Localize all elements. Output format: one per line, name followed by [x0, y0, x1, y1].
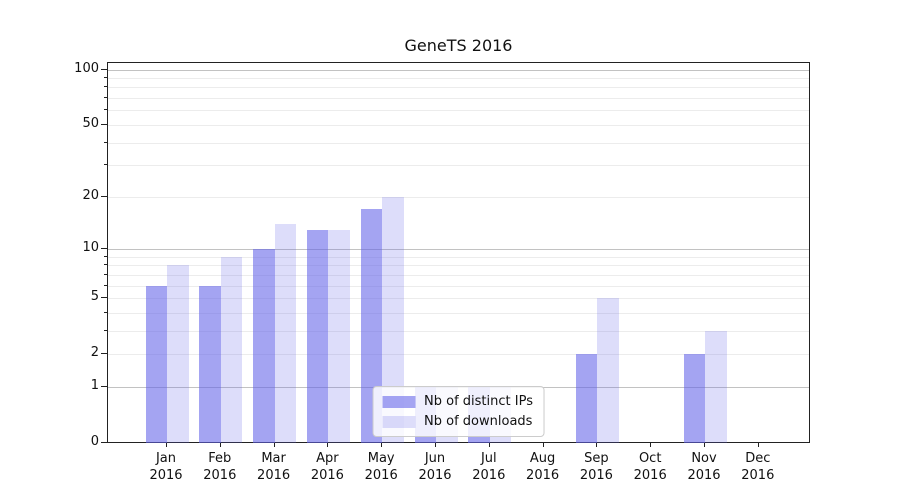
- y-minortick-40: [104, 141, 107, 143]
- y-minortick-6: [104, 284, 107, 286]
- y-minortick-60: [104, 109, 107, 111]
- y-tick-label-20: 20: [82, 187, 99, 203]
- y-minortick-70: [104, 97, 107, 99]
- x-tick-sep-2016: [596, 443, 598, 447]
- x-tick-label-mar-2016: Mar 2016: [257, 451, 291, 483]
- x-tick-jul-2016: [488, 443, 490, 447]
- x-tick-dec-2016: [757, 443, 759, 447]
- x-tick-jun-2016: [435, 443, 436, 447]
- chart-title: GeneTS 2016: [404, 36, 513, 55]
- y-minortick-30: [104, 164, 107, 166]
- y-tick-0: [101, 442, 107, 443]
- bar-nb-of-distinct-ips-may-2016: [360, 209, 383, 443]
- x-tick-label-jul-2016: Jul 2016: [472, 451, 506, 483]
- gridline-minor-6: [108, 285, 809, 287]
- gridline-major-100: [108, 69, 809, 71]
- gridline-minor-9: [108, 256, 809, 258]
- gridline-minor-60: [108, 110, 809, 112]
- gridline-minor-4: [108, 312, 809, 314]
- legend-label-downloads: Nb of downloads: [424, 414, 533, 429]
- bar-nb-of-downloads-nov-2016: [705, 330, 727, 443]
- legend-swatch-distinct-ips: [382, 395, 416, 408]
- x-tick-feb-2016: [219, 443, 221, 447]
- y-tick-2: [101, 353, 107, 355]
- y-tick-1: [101, 385, 107, 387]
- legend: Nb of distinct IPs Nb of downloads: [372, 386, 545, 437]
- y-minortick-4: [104, 311, 107, 313]
- legend-item-downloads: Nb of downloads: [382, 414, 533, 429]
- bar-nb-of-distinct-ips-nov-2016: [683, 354, 705, 443]
- x-tick-label-feb-2016: Feb 2016: [203, 451, 237, 483]
- y-tick-label-1: 1: [90, 377, 99, 393]
- bar-nb-of-downloads-sep-2016: [597, 298, 619, 443]
- x-tick-label-aug-2016: Aug 2016: [526, 451, 560, 483]
- y-tick-label-10: 10: [82, 240, 99, 255]
- y-minortick-9: [104, 255, 107, 257]
- gridline-minor-2: [108, 354, 809, 356]
- y-minortick-7: [104, 273, 107, 275]
- x-tick-label-apr-2016: Apr 2016: [310, 451, 344, 483]
- gridline-minor-70: [108, 98, 809, 100]
- x-tick-label-dec-2016: Dec 2016: [741, 451, 775, 483]
- y-tick-20: [101, 195, 107, 197]
- legend-swatch-downloads: [382, 415, 416, 428]
- x-tick-aug-2016: [542, 443, 544, 447]
- y-minortick-3: [104, 329, 107, 331]
- y-tick-100: [101, 68, 107, 70]
- y-tick-50: [101, 123, 107, 125]
- legend-item-distinct-ips: Nb of distinct IPs: [382, 394, 533, 409]
- bar-nb-of-distinct-ips-apr-2016: [306, 229, 329, 443]
- gridline-major-10: [108, 249, 809, 250]
- bar-nb-of-distinct-ips-feb-2016: [199, 285, 221, 443]
- gridline-minor-5: [108, 298, 809, 300]
- x-tick-label-jan-2016: Jan 2016: [149, 451, 183, 483]
- x-tick-oct-2016: [650, 443, 652, 447]
- bar-nb-of-downloads-may-2016: [382, 196, 404, 443]
- bar-nb-of-downloads-apr-2016: [328, 229, 350, 443]
- gridline-minor-30: [108, 165, 809, 167]
- bar-nb-of-downloads-feb-2016: [220, 256, 243, 443]
- x-tick-may-2016: [381, 443, 383, 447]
- x-tick-jan-2016: [166, 443, 167, 447]
- y-tick-label-2: 2: [90, 345, 99, 361]
- bar-nb-of-distinct-ips-jan-2016: [145, 285, 167, 443]
- bar-nb-of-downloads-mar-2016: [274, 223, 297, 443]
- x-tick-label-nov-2016: Nov 2016: [687, 451, 721, 483]
- x-tick-label-sep-2016: Sep 2016: [579, 451, 613, 483]
- gridline-minor-40: [108, 142, 809, 144]
- gridline-minor-80: [108, 87, 809, 89]
- y-tick-label-50: 50: [82, 115, 99, 131]
- legend-label-distinct-ips: Nb of distinct IPs: [424, 394, 533, 409]
- y-tick-5: [101, 297, 107, 299]
- y-tick-label-5: 5: [90, 289, 99, 305]
- gridline-minor-90: [108, 78, 809, 80]
- x-tick-label-jun-2016: Jun 2016: [418, 451, 452, 483]
- gridline-minor-3: [108, 330, 809, 332]
- plot-area: Nb of distinct IPs Nb of downloads: [107, 62, 810, 443]
- y-tick-label-0: 0: [90, 434, 99, 449]
- x-tick-nov-2016: [704, 443, 705, 447]
- y-tick-10: [101, 248, 107, 249]
- gridline-minor-7: [108, 274, 809, 276]
- gridline-minor-8: [108, 265, 809, 267]
- x-tick-apr-2016: [327, 443, 329, 447]
- bar-nb-of-downloads-jan-2016: [167, 265, 189, 443]
- x-tick-label-oct-2016: Oct 2016: [633, 451, 667, 483]
- bar-nb-of-distinct-ips-sep-2016: [575, 354, 598, 443]
- x-tick-label-may-2016: May 2016: [364, 451, 398, 483]
- y-minortick-90: [104, 77, 107, 79]
- gridline-minor-20: [108, 196, 809, 198]
- y-minortick-8: [104, 264, 107, 266]
- y-tick-label-100: 100: [74, 60, 99, 76]
- bar-nb-of-distinct-ips-mar-2016: [253, 249, 275, 443]
- gridline-minor-50: [108, 124, 809, 126]
- y-minortick-80: [104, 86, 107, 88]
- x-tick-mar-2016: [273, 443, 275, 447]
